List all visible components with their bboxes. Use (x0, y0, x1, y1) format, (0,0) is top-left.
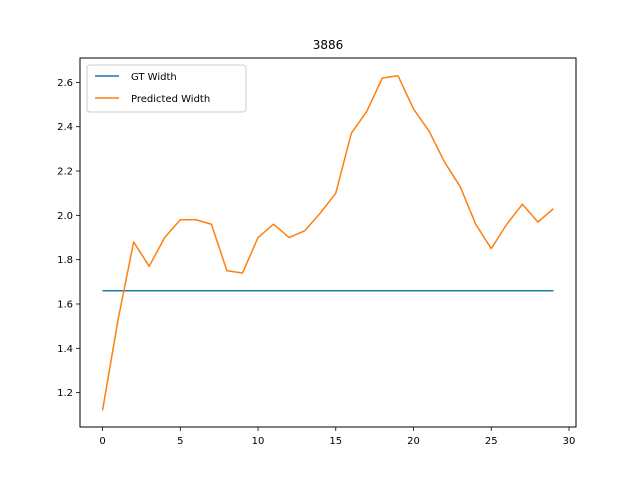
y-tick-label: 1.4 (57, 344, 73, 355)
series-layer (101, 74, 554, 411)
x-tick-label: 5 (177, 436, 183, 447)
y-tick-label: 2.0 (57, 211, 73, 222)
y-axis: 1.2 1.4 1.6 1.8 2.0 2.2 2.4 2.6 (57, 78, 80, 399)
x-tick-label: 30 (563, 436, 576, 447)
legend-label-predicted-width: Predicted Width (131, 94, 210, 105)
x-axis: 0 5 10 15 20 25 30 (99, 427, 575, 447)
x-tick-label: 25 (485, 436, 498, 447)
chart-title: 3886 (313, 38, 344, 52)
x-tick-label: 0 (99, 436, 105, 447)
series-line-predicted-width (101, 74, 554, 411)
y-tick-label: 2.2 (57, 167, 73, 178)
y-tick-label: 2.4 (57, 122, 73, 133)
y-tick-label: 2.6 (57, 78, 73, 89)
plot-frame (79, 57, 577, 428)
y-tick-label: 1.8 (57, 255, 73, 266)
legend: GT Width Predicted Width (86, 64, 247, 113)
y-tick-label: 1.6 (57, 300, 73, 311)
x-tick-label: 15 (329, 436, 342, 447)
legend-box (86, 64, 247, 113)
y-tick-label: 1.2 (57, 388, 73, 399)
x-tick-label: 20 (407, 436, 420, 447)
x-tick-label: 10 (252, 436, 265, 447)
legend-label-gt-width: GT Width (131, 72, 177, 83)
